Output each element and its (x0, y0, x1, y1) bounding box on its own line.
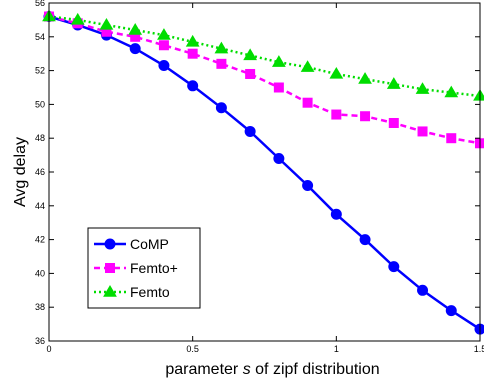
x-tick-label: 0.5 (186, 344, 199, 354)
series-line-comp (48, 15, 481, 331)
femto-point (329, 66, 344, 79)
x-tick-label: 1.5 (474, 344, 484, 354)
femto-point (243, 48, 258, 61)
axes: 0 0.5 1 1.5 36 38 40 42 44 46 48 50 52 54 56 (35, 0, 484, 354)
femto-plus-point (446, 133, 457, 144)
legend: CoMP Femto+ Femto (87, 227, 201, 309)
series-line-femto-plus (48, 15, 481, 145)
comp-point (417, 284, 429, 296)
femto-plus-point (302, 97, 313, 108)
femto-plus-point (417, 126, 428, 137)
comp-point (129, 43, 141, 55)
femto-point (415, 82, 430, 94)
y-tick-label: 44 (35, 201, 45, 211)
y-axis-label: Avg delay (12, 137, 29, 207)
femto-plus-point (388, 117, 399, 128)
femto-plus-point (273, 82, 284, 93)
femto-point (271, 55, 286, 67)
x-axis-label: parameter s of zipf distribution (165, 361, 379, 378)
femto-point (128, 23, 143, 35)
femto-plus-point (187, 48, 198, 59)
femto-plus-point (245, 68, 256, 79)
y-tick-label: 36 (35, 336, 45, 346)
comp-point (330, 208, 342, 220)
y-tick-label: 48 (35, 133, 45, 143)
comp-point (445, 305, 457, 317)
plot-area (42, 9, 484, 335)
y-tick-label: 56 (35, 0, 45, 8)
legend-label-femto-plus: Femto+ (130, 260, 178, 276)
comp-point (244, 125, 256, 137)
comp-point (187, 80, 199, 92)
legend-label-femto: Femto (130, 284, 170, 300)
femto-point (300, 60, 315, 72)
femto-plus-point (360, 111, 371, 122)
femto-point (358, 72, 372, 84)
y-tick-label: 52 (35, 66, 45, 76)
y-tick-label: 38 (35, 302, 45, 312)
x-tick-label: 0 (46, 344, 51, 354)
y-tick-label: 40 (35, 268, 45, 278)
femto-point (185, 34, 200, 47)
comp-point (359, 234, 371, 246)
y-tick-label: 54 (35, 32, 45, 42)
y-tick-label: 46 (35, 167, 45, 177)
femto-point (386, 77, 401, 89)
legend-marker-femto-plus (105, 263, 115, 273)
femto-point (157, 28, 171, 40)
x-tick-label: 1 (334, 344, 339, 354)
comp-point (302, 180, 314, 192)
femto-plus-point (158, 40, 169, 51)
y-tick-label: 50 (35, 99, 45, 109)
femto-point (70, 12, 85, 25)
femto-point (99, 17, 114, 30)
comp-point (388, 261, 400, 273)
y-tick-label: 42 (35, 235, 45, 245)
femto-plus-point (216, 58, 227, 69)
legend-marker-femto (103, 285, 117, 297)
femto-point (444, 85, 459, 98)
comp-point (215, 102, 227, 114)
series-line-femto (48, 15, 481, 98)
comp-point (158, 60, 170, 72)
legend-marker-comp (104, 238, 116, 250)
comp-point (273, 152, 285, 164)
femto-point (473, 88, 484, 101)
femto-plus-point (331, 109, 342, 120)
femto-point (214, 41, 229, 54)
legend-label-comp: CoMP (130, 236, 169, 252)
